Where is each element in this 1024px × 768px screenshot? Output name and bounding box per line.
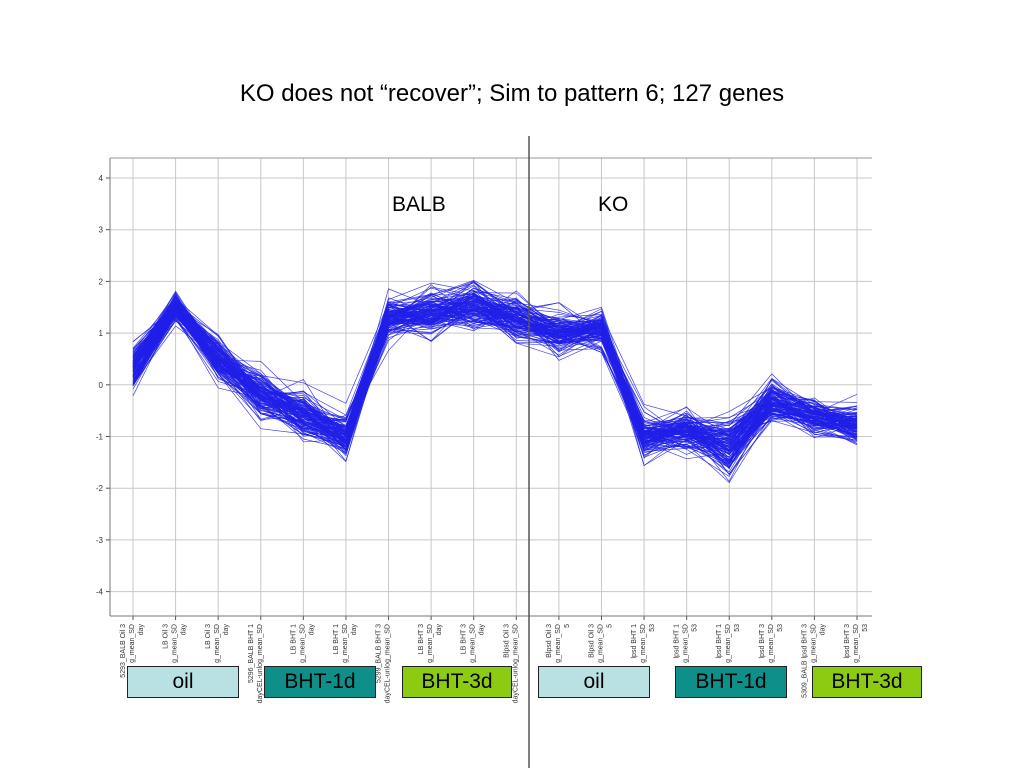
x-tick-label: 5 xyxy=(564,624,571,628)
gene-series-line xyxy=(132,316,858,447)
x-tick-label: g_mean_SD xyxy=(640,624,647,663)
x-tick-label: g_mean_SD xyxy=(172,624,179,663)
x-tick-label: day xyxy=(479,624,486,636)
x-tick-label: g_mean_SD xyxy=(470,624,477,663)
gene-series-line xyxy=(132,307,858,456)
x-tick-label: g_mean_SD xyxy=(214,624,221,663)
x-tick-label: LB BHT 3 xyxy=(461,624,468,654)
group-label-bht1d-ko: BHT-1d xyxy=(675,666,787,698)
x-tick-label: day xyxy=(351,624,358,636)
axis-layer: 4 3 2 1 0 -1 -2 -3 -4 xyxy=(96,157,872,620)
gene-series-line xyxy=(132,288,858,444)
x-tick-label: LB Oil 3 xyxy=(163,624,170,649)
x-tick-label: dayCEL-unlog_mean_SD xyxy=(385,624,392,703)
y-tick-label: -2 xyxy=(96,484,104,493)
gene-series-line xyxy=(132,292,858,448)
x-tick-label: 53 xyxy=(777,624,784,632)
x-tick-label: Blpsd Oil 3 xyxy=(546,624,553,658)
group-label-oil-ko: oil xyxy=(538,666,650,698)
x-tick-label: g_mean_SD xyxy=(810,624,817,663)
x-tick-label: day xyxy=(138,624,145,636)
x-tick-label: Blpsd Oil 3 xyxy=(588,624,595,658)
gene-series-line xyxy=(132,306,858,467)
x-tick-label: 5299_BALB BHT 3 xyxy=(376,624,383,683)
y-tick-label: -3 xyxy=(96,536,104,545)
x-tick-label: g_mean_SD xyxy=(683,624,690,663)
x-tick-label-layer: 5293_BALB Oil 3 g_mean_SD day LB Oil 3 g_mea… xyxy=(120,624,869,704)
x-tick-label: g_mean_SD xyxy=(427,624,434,663)
group-label-oil-balb: oil xyxy=(127,666,239,698)
x-tick-label: lpsd BHT 1 xyxy=(716,624,723,659)
group-label-bht3d-ko: BHT-3d xyxy=(812,666,922,698)
y-tick-label: 0 xyxy=(99,381,104,390)
x-tick-label: g_mean_SD xyxy=(299,624,306,663)
group-label-bht3d-balb: BHT-3d xyxy=(402,666,512,698)
y-tick-label: -1 xyxy=(96,433,104,442)
y-tick-label: 4 xyxy=(99,174,104,183)
x-tick-label: day xyxy=(308,624,315,636)
annotation-ko: KO xyxy=(598,193,629,216)
x-tick-label: lpsd BHT 1 xyxy=(631,624,638,659)
y-tick-label: 1 xyxy=(99,329,104,338)
gene-series-line xyxy=(132,299,858,452)
x-tick-label: 53 xyxy=(692,624,699,632)
x-tick-label: g_mean_SD xyxy=(342,624,349,663)
x-tick-label: lpsd BHT 3 xyxy=(844,624,851,659)
gene-series-line xyxy=(132,290,858,438)
x-tick-label: day xyxy=(223,624,230,636)
x-tick-label: LB BHT 1 xyxy=(333,624,340,654)
gene-series-line xyxy=(132,305,858,468)
x-tick-label: 53 xyxy=(734,624,741,632)
y-tick-label: 3 xyxy=(99,226,104,235)
x-tick-label: lpsd BHT 1 xyxy=(674,624,681,659)
x-tick-label: LB Oil 3 xyxy=(205,624,212,649)
x-tick-label: g_mean_SD xyxy=(725,624,732,663)
x-tick-label: g_mean_SD xyxy=(853,624,860,663)
x-tick-label: g_mean_SD xyxy=(768,624,775,663)
gene-series-line xyxy=(132,296,858,461)
y-tick-label: 2 xyxy=(99,277,104,286)
x-tick-label: g_mean_SD xyxy=(129,624,136,663)
x-tick-label: 5296_BALB BHT 1 xyxy=(248,624,255,683)
x-tick-label: day xyxy=(819,624,826,636)
gene-series-line xyxy=(132,280,858,439)
series-layer xyxy=(132,280,858,484)
gene-series-line xyxy=(132,315,858,454)
x-tick-label: 5293_BALB Oil 3 xyxy=(120,624,127,678)
x-tick-label: dayCEL-unlog_mean_SD xyxy=(257,624,264,703)
gene-series-line xyxy=(132,295,858,459)
x-tick-label: dayCEL-unlog_mean_SD xyxy=(512,624,519,703)
gene-series-line xyxy=(132,303,858,441)
x-tick-label: 5 xyxy=(606,624,613,628)
x-tick-label: day xyxy=(181,624,188,636)
grid-layer xyxy=(110,158,872,616)
x-tick-label: g_mean_SD xyxy=(597,624,604,663)
x-tick-label: lpsd BHT 3 xyxy=(759,624,766,659)
gene-series-line xyxy=(132,291,858,449)
x-tick-label: LB BHT 3 xyxy=(418,624,425,654)
gene-series-line xyxy=(132,292,858,443)
gene-series-line xyxy=(132,306,858,463)
x-tick-label: g_mean_SD xyxy=(555,624,562,663)
x-tick-label: 53 xyxy=(862,624,869,632)
y-tick-label: -4 xyxy=(96,588,104,597)
x-tick-label: day xyxy=(436,624,443,636)
x-tick-label: LB BHT 1 xyxy=(290,624,297,654)
x-tick-label: 53 xyxy=(649,624,656,632)
group-label-bht1d-balb: BHT-1d xyxy=(264,666,376,698)
annotation-balb: BALB xyxy=(392,193,446,216)
x-tick-label: Blpsd Oil 3 xyxy=(503,624,510,658)
x-tick-label: 5309_BALB lpsd BHT 3 xyxy=(801,624,808,698)
slide-title: KO does not “recover”; Sim to pattern 6;… xyxy=(239,80,785,107)
